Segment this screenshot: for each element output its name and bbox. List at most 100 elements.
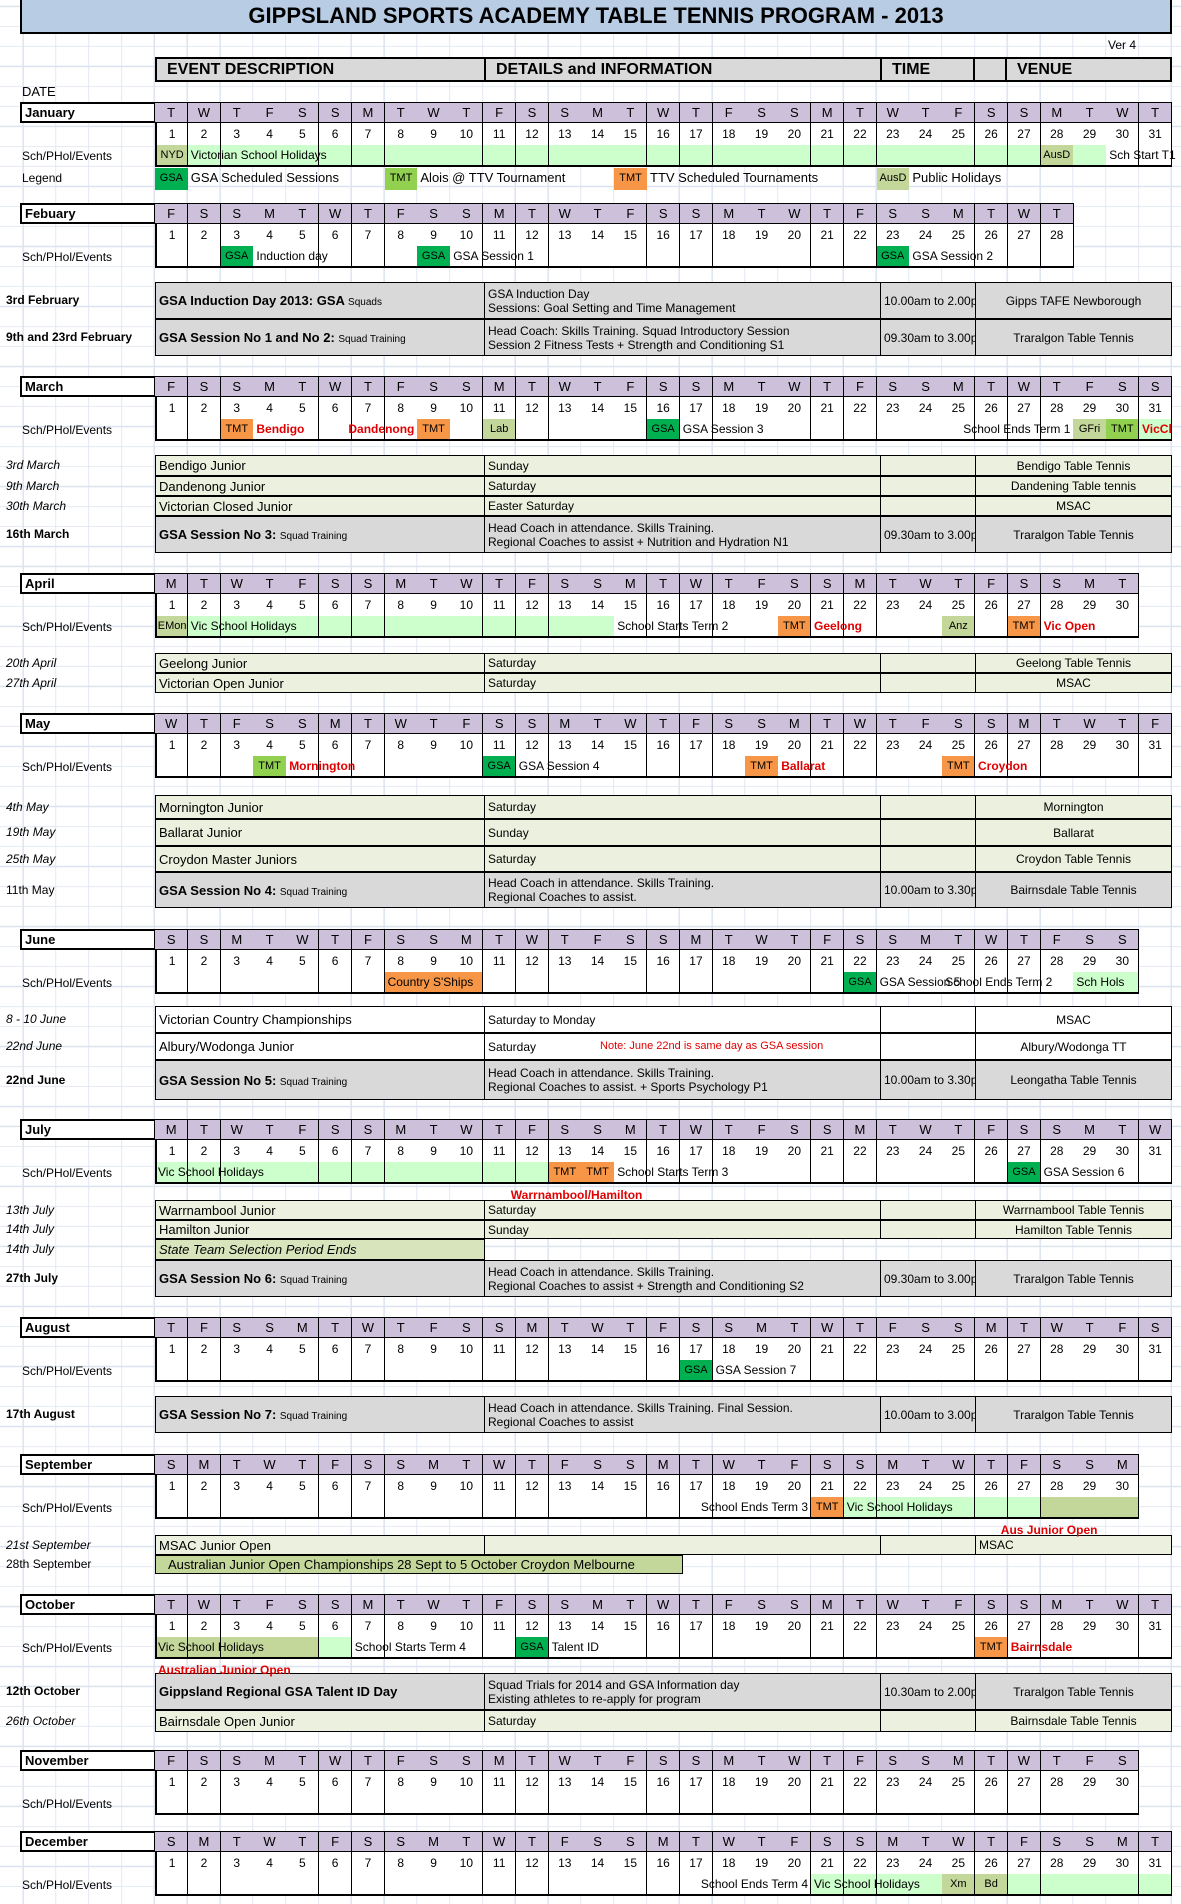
event-cell[interactable] xyxy=(647,1162,681,1184)
event-cell[interactable] xyxy=(187,1360,222,1382)
day-number[interactable]: 30 xyxy=(1106,734,1140,756)
event-cell[interactable] xyxy=(1073,756,1107,778)
day-number[interactable]: 24 xyxy=(909,734,943,756)
event-cell[interactable] xyxy=(155,972,189,994)
day-number[interactable]: 8 xyxy=(384,950,418,972)
day-number[interactable]: 11 xyxy=(483,1338,517,1360)
event-cell[interactable] xyxy=(811,1874,845,1896)
day-number[interactable]: 22 xyxy=(843,594,878,616)
day-number[interactable]: 31 xyxy=(1139,397,1173,419)
event-cell[interactable] xyxy=(909,972,943,994)
event-cell[interactable] xyxy=(581,1497,615,1519)
day-number[interactable]: 9 xyxy=(417,1338,451,1360)
day-number[interactable]: 6 xyxy=(319,1615,353,1637)
day-number[interactable]: 26 xyxy=(975,734,1009,756)
day-number[interactable]: 4 xyxy=(253,1140,287,1162)
day-number[interactable]: 8 xyxy=(384,123,418,145)
event-cell[interactable] xyxy=(1106,616,1140,638)
event-cell[interactable] xyxy=(745,1162,779,1184)
day-number[interactable]: 29 xyxy=(1073,1140,1107,1162)
event-cell[interactable] xyxy=(1007,1874,1042,1896)
day-number[interactable]: 1 xyxy=(155,594,189,616)
event-cell[interactable] xyxy=(1040,419,1074,441)
day-number[interactable]: 22 xyxy=(843,950,878,972)
event-cell[interactable] xyxy=(351,972,386,994)
event-cell[interactable] xyxy=(1073,1793,1107,1815)
day-number[interactable]: 24 xyxy=(909,123,943,145)
event-cell[interactable] xyxy=(679,1497,714,1519)
day-number[interactable]: 5 xyxy=(286,397,320,419)
event-cell[interactable] xyxy=(319,1497,353,1519)
event-cell[interactable] xyxy=(253,1360,287,1382)
event-cell[interactable] xyxy=(450,972,484,994)
day-number[interactable]: 29 xyxy=(1073,734,1107,756)
day-number[interactable]: 12 xyxy=(515,1615,550,1637)
event-cell[interactable] xyxy=(712,972,746,994)
day-number[interactable]: 19 xyxy=(745,1771,779,1793)
event-cell[interactable] xyxy=(647,145,681,167)
day-number[interactable]: 16 xyxy=(647,224,681,246)
day-number[interactable]: 9 xyxy=(417,397,451,419)
day-number[interactable]: 16 xyxy=(647,1140,681,1162)
event-cell[interactable] xyxy=(876,1360,910,1382)
event-cell[interactable] xyxy=(450,1360,484,1382)
day-number[interactable]: 16 xyxy=(647,1475,681,1497)
day-number[interactable]: 20 xyxy=(778,1852,812,1874)
day-number[interactable]: 20 xyxy=(778,734,812,756)
day-number[interactable]: 11 xyxy=(483,950,517,972)
event-cell[interactable] xyxy=(876,972,910,994)
event-cell[interactable] xyxy=(778,972,812,994)
event-cell[interactable] xyxy=(384,1793,418,1815)
event-cell[interactable] xyxy=(909,419,943,441)
day-number[interactable]: 10 xyxy=(450,1475,484,1497)
day-number[interactable]: 23 xyxy=(876,1338,910,1360)
day-number[interactable]: 25 xyxy=(942,123,976,145)
day-number[interactable]: 4 xyxy=(253,397,287,419)
day-number[interactable]: 9 xyxy=(417,734,451,756)
day-number[interactable]: 1 xyxy=(155,1475,189,1497)
day-number[interactable]: 10 xyxy=(450,950,484,972)
day-number[interactable]: 4 xyxy=(253,1615,287,1637)
day-number[interactable]: 18 xyxy=(712,1338,746,1360)
day-number[interactable]: 24 xyxy=(909,1475,943,1497)
day-number[interactable]: 24 xyxy=(909,224,943,246)
day-number[interactable]: 22 xyxy=(843,1852,878,1874)
day-number[interactable]: 11 xyxy=(483,1615,517,1637)
day-number[interactable]: 29 xyxy=(1073,397,1107,419)
day-number[interactable]: 18 xyxy=(712,1475,746,1497)
day-number[interactable]: 14 xyxy=(581,1140,615,1162)
event-cell[interactable] xyxy=(778,1162,812,1184)
event-cell[interactable] xyxy=(351,1637,386,1659)
day-number[interactable]: 21 xyxy=(811,397,845,419)
day-number[interactable]: 28 xyxy=(1040,1338,1074,1360)
day-number[interactable]: 30 xyxy=(1106,1475,1140,1497)
day-number[interactable]: 13 xyxy=(548,224,582,246)
day-number[interactable]: 23 xyxy=(876,123,910,145)
event-cell[interactable] xyxy=(220,145,254,167)
day-number[interactable]: 10 xyxy=(450,594,484,616)
day-number[interactable]: 21 xyxy=(811,1615,845,1637)
day-number[interactable]: 10 xyxy=(450,1852,484,1874)
event-cell[interactable] xyxy=(1139,145,1173,167)
day-number[interactable]: 30 xyxy=(1106,123,1140,145)
event-cell[interactable] xyxy=(515,1874,550,1896)
day-number[interactable]: 9 xyxy=(417,1852,451,1874)
event-cell[interactable] xyxy=(286,972,320,994)
event-cell[interactable] xyxy=(417,756,451,778)
event-cell[interactable] xyxy=(811,1360,845,1382)
day-number[interactable]: 21 xyxy=(811,123,845,145)
event-cell[interactable] xyxy=(712,1497,746,1519)
event-cell[interactable] xyxy=(384,1360,418,1382)
event-cell[interactable] xyxy=(647,756,681,778)
day-number[interactable]: 14 xyxy=(581,734,615,756)
day-number[interactable]: 13 xyxy=(548,1140,582,1162)
event-cell[interactable] xyxy=(450,246,484,268)
day-number[interactable]: 19 xyxy=(745,1852,779,1874)
event-cell[interactable] xyxy=(450,756,484,778)
day-number[interactable]: 20 xyxy=(778,224,812,246)
day-number[interactable]: 28 xyxy=(1040,1140,1074,1162)
event-cell[interactable] xyxy=(384,145,418,167)
day-number[interactable]: 26 xyxy=(975,123,1009,145)
tmt-tag[interactable]: TMT xyxy=(253,756,287,778)
day-number[interactable]: 12 xyxy=(515,594,550,616)
